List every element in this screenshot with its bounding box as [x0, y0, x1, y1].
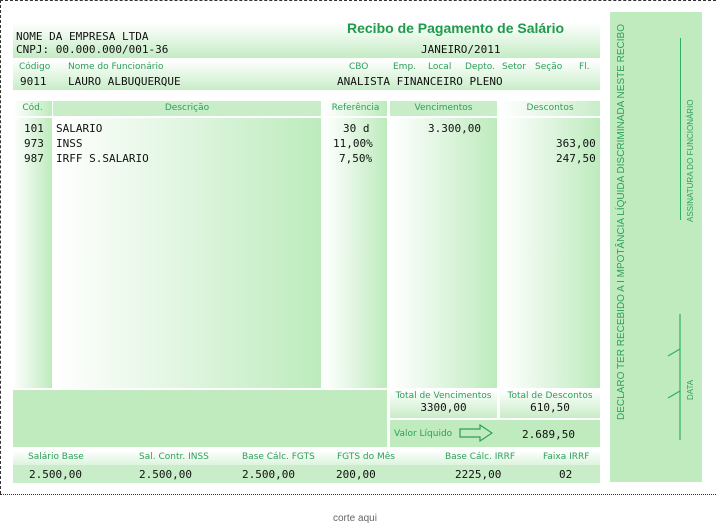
net-value-amount: 2.689,50 — [522, 428, 575, 441]
value-base-salary: 2.500,00 — [29, 468, 82, 481]
declaration-text: DECLARO TER RECEBIDO A I MPOTÂNCIA LÍQUI… — [616, 23, 627, 420]
cut-here-label: corte aqui — [333, 513, 377, 523]
col-body-code — [13, 118, 52, 388]
label-employee-name: Nome do Funcionário — [68, 62, 164, 72]
label-cbo: CBO — [349, 62, 369, 72]
date-label: DATA — [686, 379, 695, 400]
col-body-reference — [324, 118, 387, 388]
col-header-description: Descrição — [53, 101, 321, 116]
row-reference: 11,00% — [333, 137, 373, 150]
col-body-earnings — [390, 118, 497, 388]
row-deductions: 363,00 — [556, 137, 596, 150]
row-code: 101 — [24, 122, 44, 135]
row-reference: 7,50% — [339, 152, 373, 165]
empty-panel — [13, 390, 387, 447]
label-emp: Emp. — [393, 62, 417, 72]
signature-line[interactable] — [680, 38, 681, 220]
row-code: 973 — [24, 137, 44, 150]
value-fgts-month: 200,00 — [336, 468, 376, 481]
row-earnings: 3.300,00 — [428, 122, 481, 135]
row-deductions: 247,50 — [556, 152, 596, 165]
col-body-deductions — [500, 118, 600, 388]
company-header: NOME DA EMPRESA LTDA CNPJ: 00.000.000/00… — [13, 14, 600, 58]
total-earnings: Total de Vencimentos 3300,00 — [390, 390, 497, 418]
cut-line-left — [0, 0, 1, 494]
total-earnings-value: 3300,00 — [420, 401, 467, 414]
label-fgts-base: Base Cálc. FGTS — [242, 452, 315, 462]
receipt-stub: DECLARO TER RECEBIDO A I MPOTÂNCIA LÍQUI… — [610, 12, 702, 482]
label-code: Código — [19, 62, 51, 72]
pay-period: JANEIRO/2011 — [421, 43, 501, 56]
label-base-salary: Salário Base — [28, 452, 84, 462]
signature-label: ASSINATURA DO FUNCIONÁRIO — [686, 99, 695, 222]
col-body-description — [53, 118, 321, 388]
document-title: Recibo de Pagamento de Salário — [347, 20, 565, 36]
label-secao: Seção — [535, 62, 563, 72]
label-fl: Fl. — [579, 62, 590, 72]
row-description: INSS — [56, 137, 83, 150]
bases-values: 2.500,00 2.500,00 2.500,00 200,00 2225,0… — [13, 465, 600, 483]
total-deductions: Total de Descontos 610,50 — [500, 390, 600, 418]
employee-code: 9011 — [20, 75, 47, 88]
company-cnpj: CNPJ: 00.000.000/001-36 — [16, 43, 169, 56]
total-earnings-label: Total de Vencimentos — [395, 391, 492, 401]
employee-info: Código Nome do Funcionário CBO Emp. Loca… — [13, 60, 600, 90]
label-irrf-bracket: Faixa IRRF — [543, 452, 590, 462]
employee-name: LAURO ALBUQUERQUE — [68, 75, 181, 88]
value-fgts-base: 2.500,00 — [242, 468, 295, 481]
employee-role: ANALISTA FINANCEIRO PLENO — [337, 75, 503, 88]
col-header-deductions: Descontos — [500, 101, 600, 116]
col-header-reference: Referência — [324, 101, 387, 116]
row-description: IRFF S.SALARIO — [56, 152, 149, 165]
cut-line-bottom — [0, 494, 716, 495]
col-header-code: Cód. — [13, 101, 52, 116]
label-depto: Depto. — [465, 62, 495, 72]
label-setor: Setor — [502, 62, 526, 72]
label-local: Local — [428, 62, 452, 72]
bases-labels: Salário Base Sal. Contr. INSS Base Cálc.… — [13, 450, 600, 465]
label-irrf-base: Base Cálc. IRRF — [445, 452, 516, 462]
label-fgts-month: FGTS do Mês — [337, 452, 395, 462]
company-name: NOME DA EMPRESA LTDA — [16, 30, 149, 43]
total-deductions-value: 610,50 — [530, 401, 570, 414]
arrow-right-icon — [459, 424, 493, 442]
row-reference: 30 d — [343, 122, 370, 135]
value-inss-base: 2.500,00 — [139, 468, 192, 481]
value-irrf-bracket: 02 — [559, 468, 573, 481]
label-inss-base: Sal. Contr. INSS — [139, 452, 209, 462]
net-value-label: Valor Líquido — [394, 429, 453, 439]
row-description: SALARIO — [56, 122, 103, 135]
row-code: 987 — [24, 152, 44, 165]
col-header-earnings: Vencimentos — [390, 101, 497, 116]
cut-line-top — [0, 0, 716, 1]
total-deductions-label: Total de Descontos — [507, 391, 593, 401]
date-field[interactable] — [664, 314, 688, 440]
net-value: Valor Líquido 2.689,50 — [390, 420, 600, 447]
value-irrf-base: 2225,00 — [455, 468, 502, 481]
